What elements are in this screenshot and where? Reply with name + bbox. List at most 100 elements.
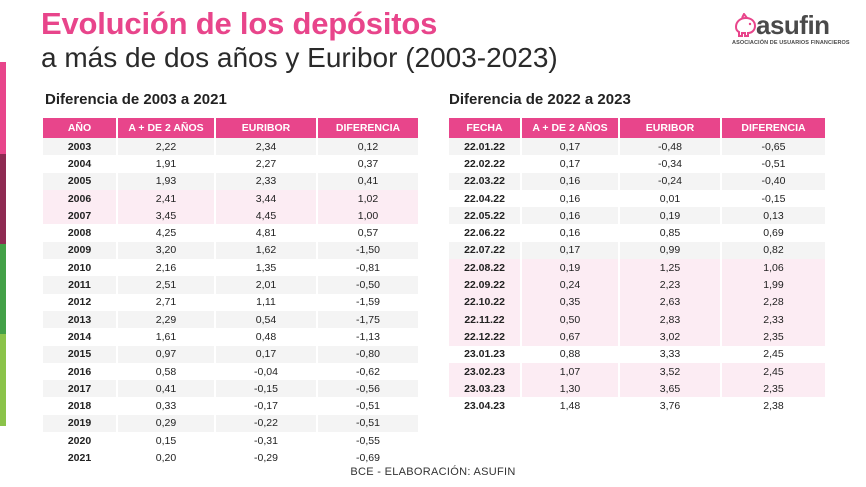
cell-key: 2018 — [43, 397, 118, 415]
cell-deposits: 0,17 — [521, 138, 620, 156]
cell-key: 2020 — [43, 432, 118, 450]
cell-key: 2006 — [43, 189, 118, 208]
cell-euribor: 3,02 — [619, 328, 722, 346]
cell-deposits: 0,24 — [521, 276, 620, 294]
cell-difference: -1,75 — [317, 310, 418, 329]
cell-deposits: 0,33 — [117, 397, 216, 415]
cell-euribor: 0,54 — [215, 310, 318, 329]
cell-deposits: 0,58 — [117, 362, 216, 381]
table-row: 23.03.23 1,30 3,65 2,35 — [449, 380, 825, 398]
cell-deposits: 1,61 — [117, 328, 216, 346]
cell-key: 22.03.22 — [449, 172, 522, 190]
cell-euribor: 0,19 — [619, 207, 722, 225]
cell-deposits: 0,50 — [521, 310, 620, 329]
cell-key: 2009 — [43, 241, 118, 260]
cell-euribor: 1,35 — [215, 259, 318, 277]
cell-key: 2003 — [43, 138, 118, 156]
table-row: 2009 3,20 1,62 -1,50 — [43, 241, 418, 260]
table-row: 2018 0,33 -0,17 -0,51 — [43, 397, 418, 415]
page-title: Evolución de los depósitos — [41, 6, 438, 41]
table-row: 2012 2,71 1,11 -1,59 — [43, 293, 418, 311]
cell-deposits: 2,16 — [117, 259, 216, 277]
cell-euribor: -0,29 — [215, 449, 318, 467]
cell-deposits: 0,16 — [521, 189, 620, 208]
table-row: 23.04.23 1,48 3,76 2,38 — [449, 397, 825, 415]
table-row: 2014 1,61 0,48 -1,13 — [43, 328, 418, 346]
cell-euribor: 2,01 — [215, 276, 318, 294]
cell-euribor: -0,22 — [215, 414, 318, 433]
cell-difference: -0,40 — [721, 172, 825, 190]
cell-difference: 0,37 — [317, 155, 418, 173]
cell-difference: -0,51 — [317, 414, 418, 433]
table-row: 22.11.22 0,50 2,83 2,33 — [449, 310, 825, 329]
cell-key: 2010 — [43, 259, 118, 277]
cell-euribor: 4,81 — [215, 224, 318, 242]
cell-euribor: 2,34 — [215, 138, 318, 156]
cell-euribor: 2,23 — [619, 276, 722, 294]
cell-key: 2021 — [43, 449, 118, 467]
asufin-logo: asufin ASOCIACIÓN DE USUARIOS FINANCIERO… — [730, 10, 850, 52]
cell-difference: 0,12 — [317, 138, 418, 156]
cell-euribor: 3,65 — [619, 380, 722, 398]
cell-difference: -0,81 — [317, 259, 418, 277]
cell-deposits: 0,29 — [117, 414, 216, 433]
cell-key: 22.06.22 — [449, 224, 522, 242]
cell-difference: -0,62 — [317, 362, 418, 381]
table-row: 22.06.22 0,16 0,85 0,69 — [449, 224, 825, 242]
cell-key: 2012 — [43, 293, 118, 311]
cell-euribor: -0,04 — [215, 362, 318, 381]
cell-key: 22.07.22 — [449, 241, 522, 260]
cell-difference: 2,28 — [721, 293, 825, 311]
cell-key: 23.03.23 — [449, 380, 522, 398]
cell-deposits: 2,71 — [117, 293, 216, 311]
cell-key: 22.04.22 — [449, 189, 522, 208]
source-note: BCE - ELABORACIÓN: ASUFIN — [350, 466, 516, 478]
cell-difference: 0,57 — [317, 224, 418, 242]
header-difference: DIFERENCIA — [721, 118, 825, 138]
cell-euribor: 1,11 — [215, 293, 318, 311]
table-row: 2021 0,20 -0,29 -0,69 — [43, 449, 418, 467]
table-row: 2010 2,16 1,35 -0,81 — [43, 259, 418, 277]
cell-difference: -1,13 — [317, 328, 418, 346]
cell-difference: -0,69 — [317, 449, 418, 467]
table-row: 22.09.22 0,24 2,23 1,99 — [449, 276, 825, 294]
cell-key: 22.11.22 — [449, 310, 522, 329]
table-header-row: FECHA A + DE 2 AÑOS EURIBOR DIFERENCIA — [449, 118, 825, 138]
left-table-title: Diferencia de 2003 a 2021 — [45, 91, 227, 108]
table-row: 22.04.22 0,16 0,01 -0,15 — [449, 189, 825, 208]
table-row: 2008 4,25 4,81 0,57 — [43, 224, 418, 242]
cell-deposits: 2,29 — [117, 310, 216, 329]
cell-difference: -0,80 — [317, 345, 418, 363]
cell-deposits: 2,51 — [117, 276, 216, 294]
table-row: 2006 2,41 3,44 1,02 — [43, 189, 418, 208]
table-row: 23.01.23 0,88 3,33 2,45 — [449, 345, 825, 363]
cell-difference: 2,38 — [721, 397, 825, 415]
header-deposits: A + DE 2 AÑOS — [521, 118, 620, 138]
table-row: 2016 0,58 -0,04 -0,62 — [43, 362, 418, 381]
cell-euribor: 2,27 — [215, 155, 318, 173]
deposits-2003-2021-table: AÑO A + DE 2 AÑOS EURIBOR DIFERENCIA 200… — [43, 118, 418, 467]
cell-difference: -1,59 — [317, 293, 418, 311]
cell-euribor: 0,85 — [619, 224, 722, 242]
cell-key: 22.01.22 — [449, 138, 522, 156]
cell-deposits: 1,30 — [521, 380, 620, 398]
table-row: 2013 2,29 0,54 -1,75 — [43, 310, 418, 329]
cell-deposits: 1,93 — [117, 172, 216, 190]
cell-key: 2004 — [43, 155, 118, 173]
cell-deposits: 0,19 — [521, 259, 620, 277]
cell-key: 2007 — [43, 207, 118, 225]
cell-deposits: 0,67 — [521, 328, 620, 346]
cell-euribor: -0,48 — [619, 138, 722, 156]
cell-difference: 1,00 — [317, 207, 418, 225]
logo-subtitle: ASOCIACIÓN DE USUARIOS FINANCIEROS — [732, 40, 850, 46]
cell-difference: 0,82 — [721, 241, 825, 260]
cell-deposits: 3,20 — [117, 241, 216, 260]
cell-key: 2017 — [43, 380, 118, 398]
cell-difference: 2,45 — [721, 362, 825, 381]
cell-difference: -0,56 — [317, 380, 418, 398]
table-row: 22.07.22 0,17 0,99 0,82 — [449, 241, 825, 260]
cell-difference: 1,02 — [317, 189, 418, 208]
cell-euribor: 0,99 — [619, 241, 722, 260]
table-row: 22.01.22 0,17 -0,48 -0,65 — [449, 138, 825, 156]
logo-wordmark: asufin — [756, 10, 830, 40]
